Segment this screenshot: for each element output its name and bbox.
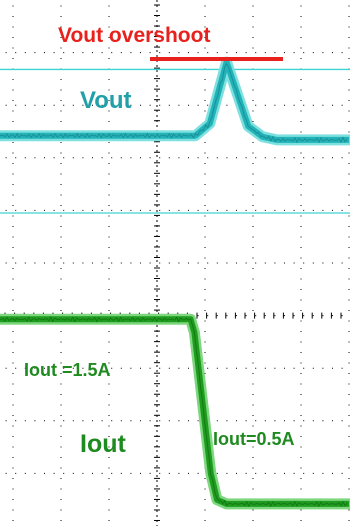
- vout-trace-noise: [0, 62, 348, 144]
- reference-lines: [0, 68, 350, 214]
- traces: [0, 56, 350, 510]
- vout-trace-label: Vout: [80, 87, 132, 114]
- iout-trace-noise: [0, 315, 348, 508]
- iout-after-label: Iout=0.5A: [213, 429, 295, 449]
- iout-before-label: Iout =1.5A: [24, 360, 111, 380]
- iout-trace: [0, 316, 349, 507]
- vout-trace-halo: [0, 56, 350, 146]
- iout-trace-halo: [0, 313, 350, 510]
- iout-trace-noise-path: [0, 315, 348, 508]
- vout-trace-noise-path: [0, 62, 348, 144]
- annotations: Vout overshoot Vout Iout =1.5A Iout Iout…: [24, 24, 295, 458]
- iout-trace-label: Iout: [80, 430, 126, 458]
- vout-trace: [0, 59, 349, 143]
- vout-overshoot-label: Vout overshoot: [58, 24, 210, 47]
